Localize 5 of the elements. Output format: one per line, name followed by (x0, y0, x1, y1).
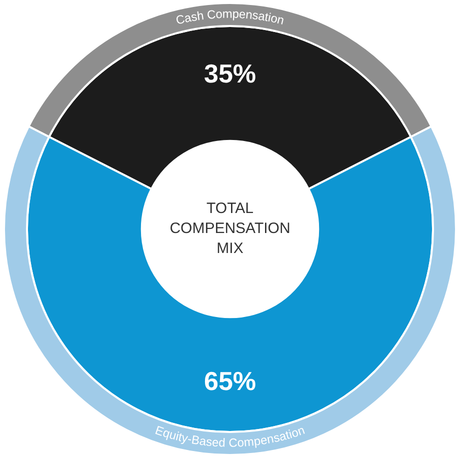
category-label: Cash Compensation (174, 6, 286, 28)
category-label: Equity-Based Compensation (153, 422, 307, 450)
data-label: 65% (204, 366, 256, 396)
data-label: 35% (204, 58, 256, 89)
text: TOTAL COMPENSATION MIX (170, 200, 290, 258)
